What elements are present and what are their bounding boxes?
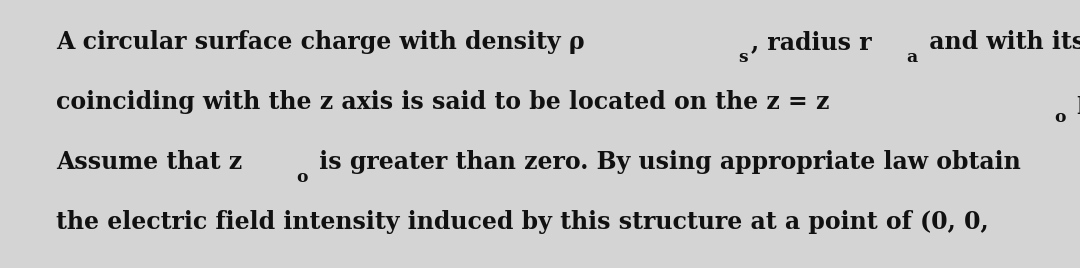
Text: o: o xyxy=(296,169,308,186)
Text: s: s xyxy=(739,49,747,66)
Text: is greater than zero. By using appropriate law obtain: is greater than zero. By using appropria… xyxy=(311,150,1021,174)
Text: Assume that z: Assume that z xyxy=(56,150,242,174)
Text: A circular surface charge with density ρ: A circular surface charge with density ρ xyxy=(56,30,584,54)
Text: and with its axis is: and with its axis is xyxy=(920,30,1080,54)
Text: the electric field intensity induced by this structure at a point of (0, 0,: the electric field intensity induced by … xyxy=(56,210,989,234)
Text: o: o xyxy=(1054,109,1066,126)
Text: , radius r: , radius r xyxy=(751,30,872,54)
Text: coinciding with the z axis is said to be located on the z = z: coinciding with the z axis is said to be… xyxy=(56,90,829,114)
Text: plane.: plane. xyxy=(1069,90,1080,114)
Text: a: a xyxy=(906,49,917,66)
